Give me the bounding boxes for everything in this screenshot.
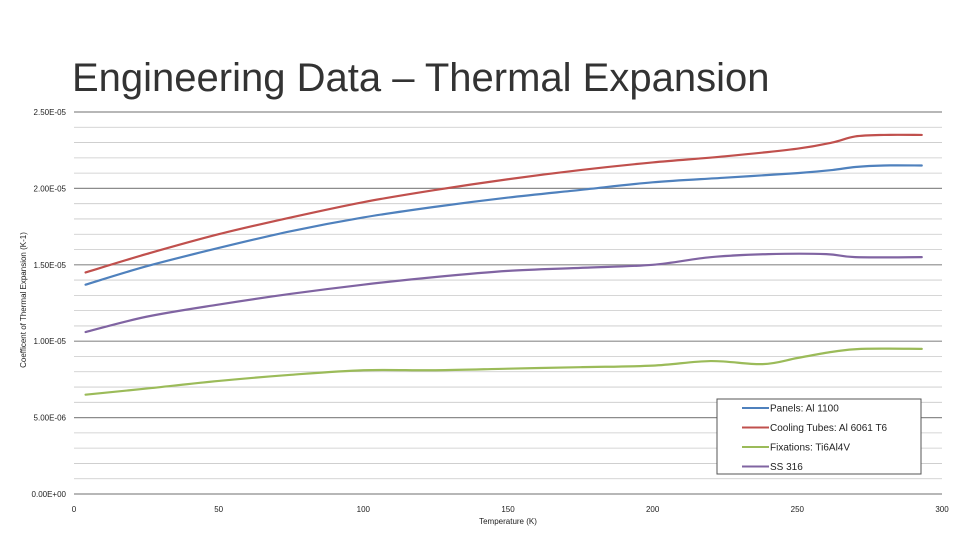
x-tick-label: 200 <box>646 505 660 514</box>
legend-box <box>716 398 922 475</box>
x-tick-label: 0 <box>72 505 77 514</box>
x-tick-label: 300 <box>935 505 949 514</box>
slide-title: Engineering Data – Thermal Expansion <box>72 56 770 100</box>
y-tick-label: 1.00E-05 <box>34 337 67 346</box>
gridlines <box>74 111 942 495</box>
series-line-ss-316 <box>84 252 923 334</box>
y-tick-labels: 0.00E+00 5.00E-06 1.00E-05 1.50E-05 2.00E-05… <box>32 108 67 499</box>
x-tick-label: 100 <box>357 505 371 514</box>
y-tick-label: 1.50E-05 <box>34 261 67 270</box>
legend-entry: SS 316 <box>770 462 803 473</box>
series-line-cooling-tubes-al-6061-t6 <box>84 133 923 274</box>
legend-entry: Cooling Tubes: Al 6061 T6 <box>770 423 888 434</box>
legend-entry: Fixations: Ti6Al4V <box>770 443 850 454</box>
series-line-panels-al-1100 <box>84 164 923 286</box>
legend-entry: Panels: Al 1100 <box>770 404 839 415</box>
x-axis-label: Temperature (K) <box>479 517 537 526</box>
x-tick-label: 150 <box>501 505 515 514</box>
y-axis-label: Coefficent of Thermal Expansion (K-1) <box>19 232 28 368</box>
x-tick-label: 250 <box>791 505 805 514</box>
y-tick-label: 2.00E-05 <box>34 184 67 193</box>
x-tick-label: 50 <box>214 505 223 514</box>
y-tick-label: 0.00E+00 <box>32 490 67 499</box>
series-line-fixations-ti6al4v <box>84 347 923 396</box>
x-tick-labels: 0 50 100 150 200 250 300 <box>72 505 949 514</box>
series-lines <box>84 133 923 396</box>
y-tick-label: 5.00E-06 <box>34 414 67 423</box>
legend: Panels: Al 1100 Cooling Tubes: Al 6061 T6… <box>716 398 922 475</box>
y-tick-label: 2.50E-05 <box>34 108 67 117</box>
